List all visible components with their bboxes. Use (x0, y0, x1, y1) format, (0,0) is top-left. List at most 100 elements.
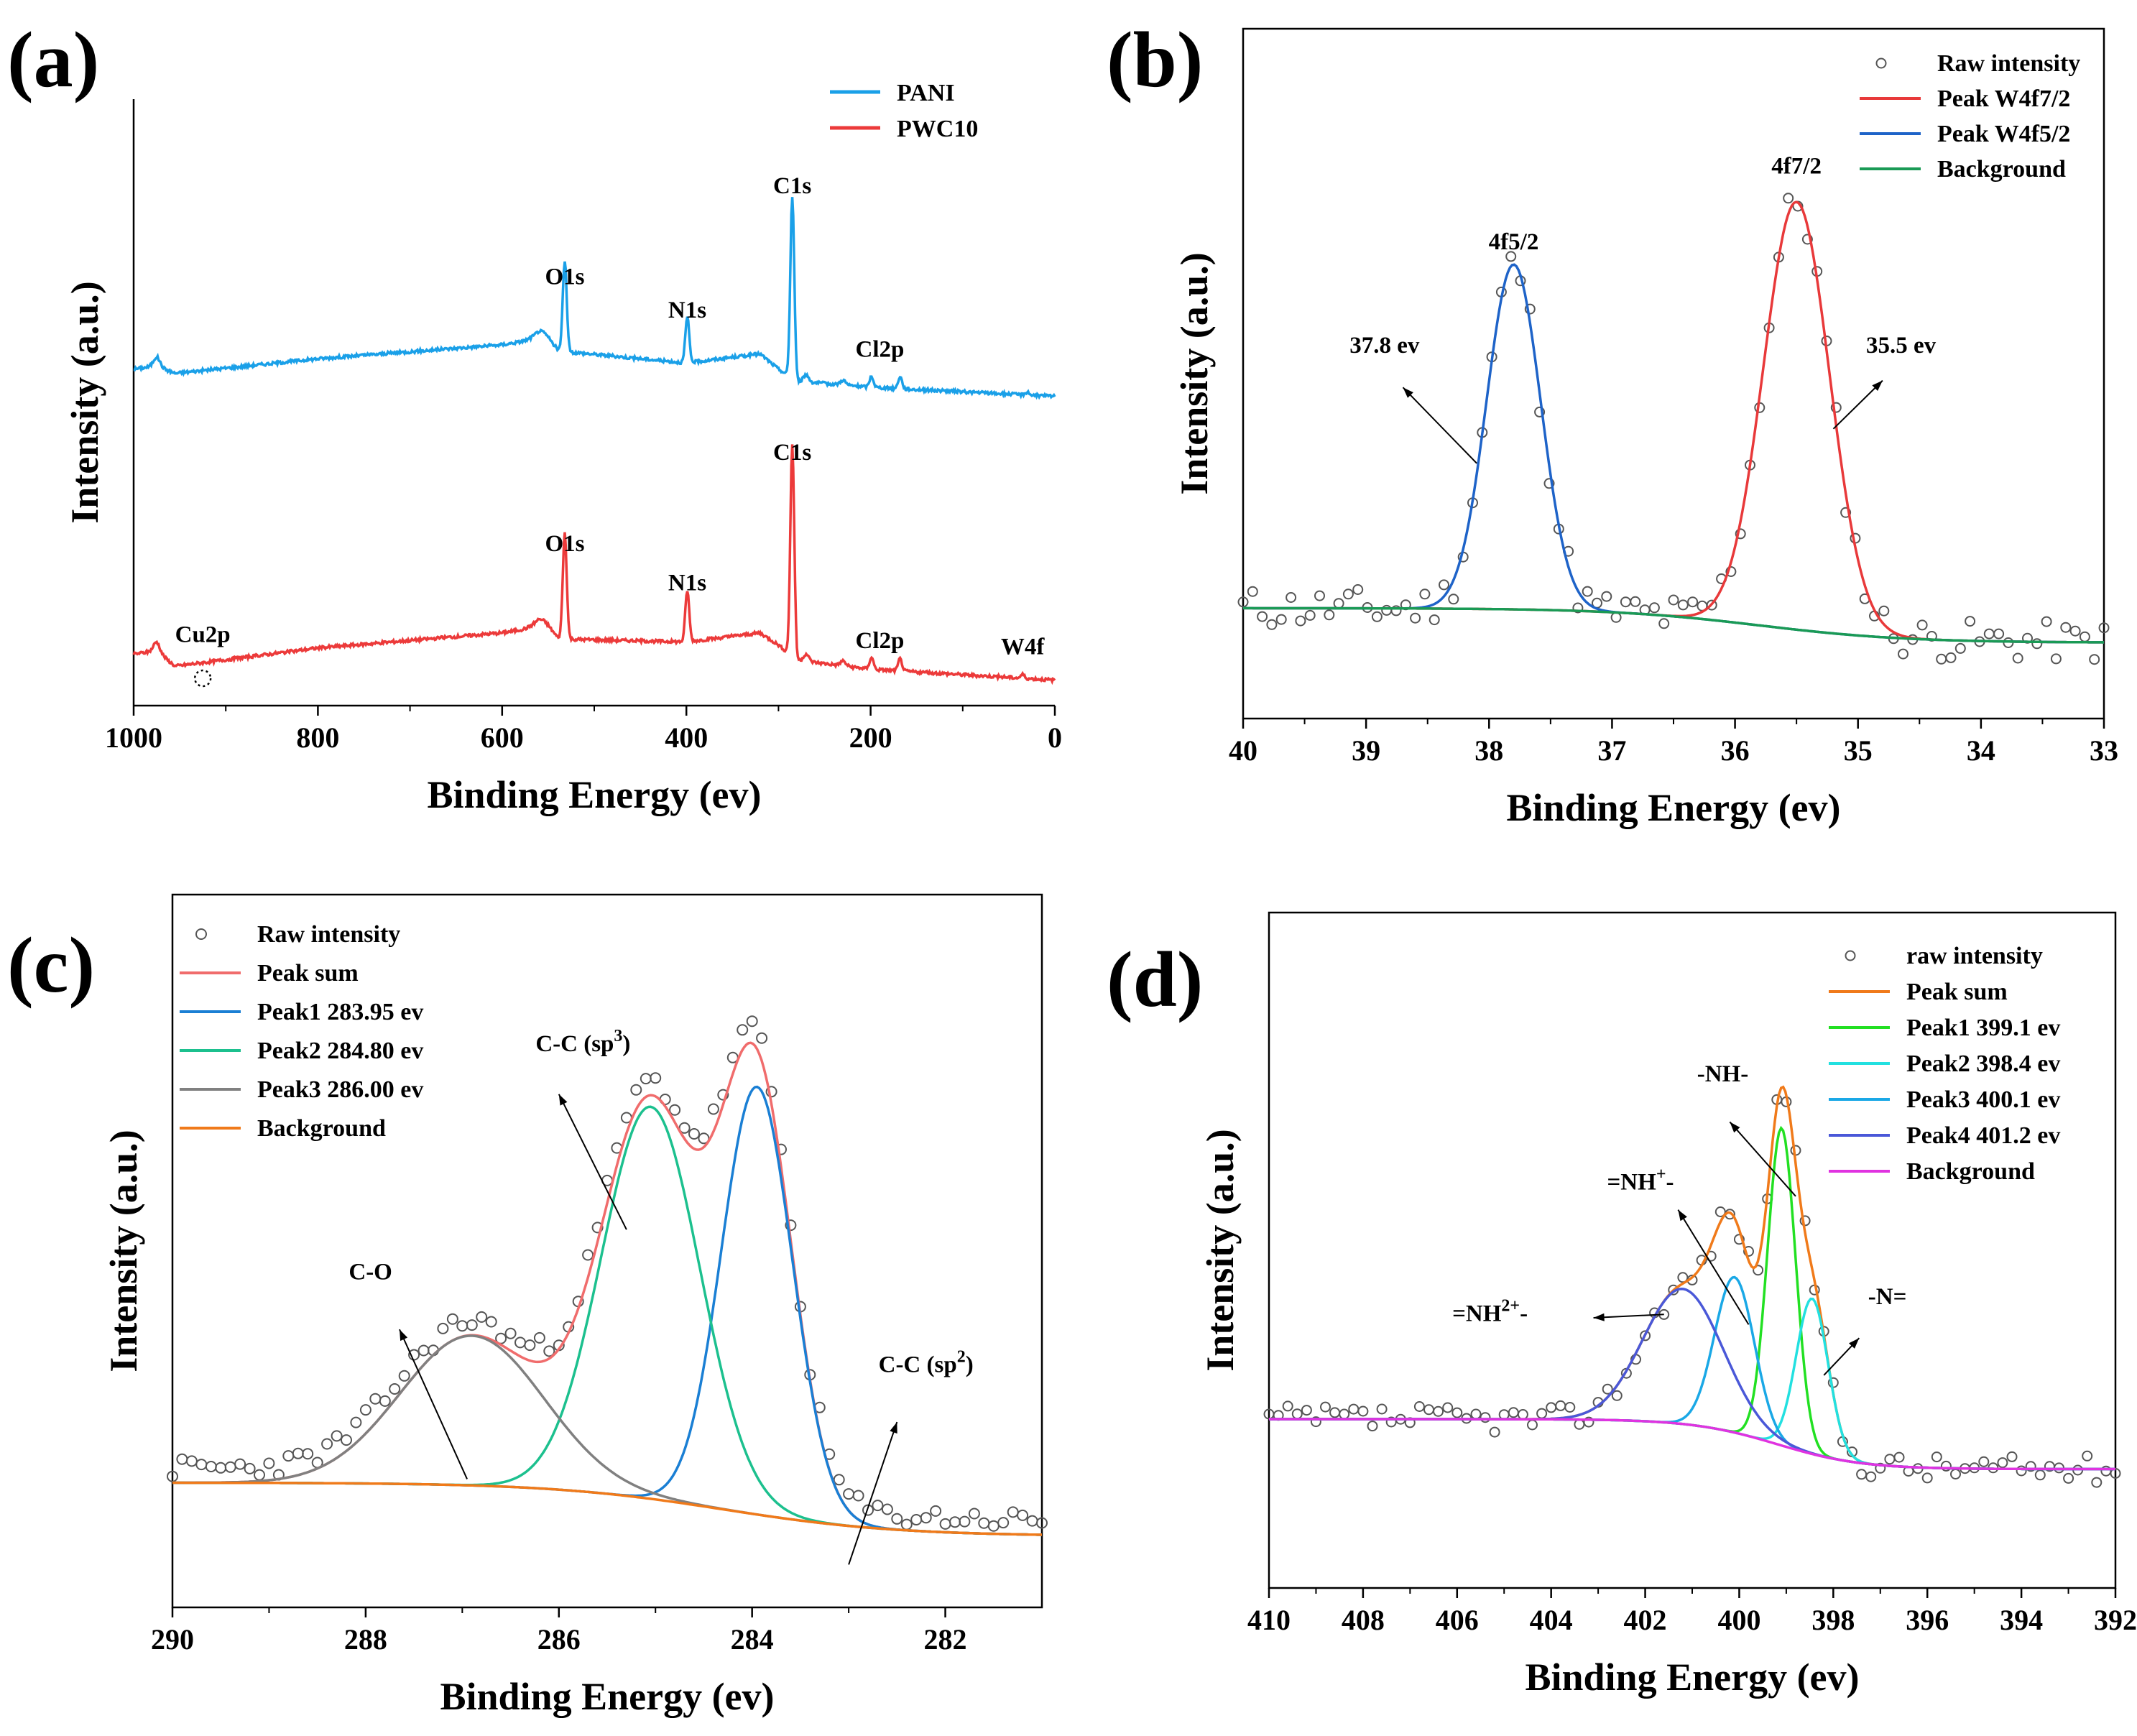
raw-point (746, 1015, 758, 1028)
raw-point (1480, 1412, 1491, 1423)
raw-point (1376, 1403, 1388, 1415)
raw-point (1385, 1416, 1397, 1428)
raw-point (1965, 616, 1976, 627)
annotation: 4f7/2 (1771, 154, 1822, 180)
legend-label: Peak3 286.00 ev (257, 1076, 423, 1103)
raw-point (678, 1122, 691, 1134)
raw-point (2082, 1450, 2093, 1462)
cu2p-marker (193, 669, 212, 688)
raw-point (1508, 1407, 1519, 1418)
peak-label: O1s (545, 531, 584, 557)
raw-point (1291, 1408, 1303, 1420)
raw-point (707, 1103, 719, 1115)
annotation-arrow-head (1403, 387, 1413, 398)
annotation: -N= (1868, 1284, 1907, 1310)
annotation-arrow-line (1402, 387, 1477, 464)
x-tick-label: 33 (2090, 734, 2118, 767)
raw-point (2041, 616, 2052, 627)
raw-point (1875, 1462, 1886, 1474)
peak-label: C1s (773, 440, 811, 466)
x-tick-label: 37 (1597, 734, 1626, 767)
raw-point (1247, 586, 1258, 597)
raw-point (1442, 1402, 1454, 1413)
x-tick-label: 400 (665, 721, 708, 754)
x-tick-label: 394 (2000, 1604, 2043, 1636)
legend-label: Peak1 399.1 ev (1906, 1015, 2060, 1041)
raw-point (341, 1434, 352, 1446)
raw-point (504, 1327, 517, 1339)
x-tick-label: 288 (344, 1623, 387, 1656)
raw-point (369, 1393, 382, 1405)
raw-point (234, 1458, 246, 1470)
raw-point (1295, 615, 1306, 627)
raw-point (688, 1128, 700, 1140)
series-line (1269, 1418, 2115, 1471)
raw-point (2006, 1451, 2018, 1462)
raw-point (1410, 612, 1421, 624)
x-tick-label: 286 (537, 1623, 581, 1656)
legend-swatch (1875, 57, 1887, 69)
raw-point (1978, 1456, 1990, 1467)
raw-point (1668, 594, 1679, 606)
raw-point (1282, 1400, 1293, 1412)
raw-point (1534, 406, 1546, 417)
raw-point (1555, 1400, 1566, 1411)
raw-point (862, 1504, 874, 1516)
raw-point (1921, 1472, 1933, 1484)
raw-point (1367, 1421, 1378, 1432)
raw-point (1997, 1457, 2008, 1469)
legend-label: Peak3 400.1 ev (1906, 1086, 2060, 1113)
raw-point (195, 1459, 208, 1471)
raw-point (891, 1513, 903, 1525)
raw-point (398, 1370, 410, 1382)
raw-point (215, 1462, 227, 1474)
raw-point (263, 1457, 275, 1469)
y-axis-title: Intensity (a.u.) (102, 1130, 145, 1372)
legend-label: Peak2 398.4 ev (1906, 1051, 2060, 1077)
x-tick-label: 400 (1717, 1604, 1760, 1636)
x-axis-title: Binding Energy (ev) (427, 773, 761, 816)
raw-point (1419, 588, 1431, 600)
peak-label: Cl2p (855, 337, 904, 363)
x-tick-label: 800 (296, 721, 339, 754)
raw-point (1348, 1403, 1360, 1415)
raw-point (1413, 1401, 1425, 1412)
peak-label: W4f (1001, 634, 1046, 660)
raw-point (1026, 1515, 1038, 1527)
raw-point (1830, 402, 1842, 413)
legend-label: Peak W4f5/2 (1937, 121, 2070, 147)
raw-point (292, 1447, 304, 1459)
annotation-arrow-head (890, 1422, 897, 1434)
raw-point (1257, 611, 1268, 622)
raw-point (1470, 1408, 1482, 1420)
x-tick-label: 600 (481, 721, 524, 754)
raw-point (987, 1520, 1000, 1532)
x-axis-title: Binding Energy (ev) (440, 1675, 774, 1718)
raw-point (717, 1089, 729, 1101)
x-tick-label: 398 (1811, 1604, 1855, 1636)
raw-point (1687, 596, 1699, 608)
raw-point (920, 1512, 932, 1524)
raw-point (1601, 591, 1612, 602)
raw-point (1352, 584, 1364, 595)
series-line (172, 1481, 1042, 1536)
x-tick-label: 392 (2094, 1604, 2137, 1636)
raw-point (185, 1455, 198, 1467)
raw-point (1993, 628, 2005, 640)
raw-point (978, 1517, 990, 1529)
raw-point (2031, 638, 2043, 650)
series-line (1243, 263, 2105, 644)
raw-point (1357, 1405, 1369, 1417)
x-tick-label: 34 (1967, 734, 1995, 767)
raw-point (1448, 594, 1459, 605)
raw-point (524, 1339, 536, 1352)
raw-point (446, 1313, 458, 1325)
raw-point (2089, 654, 2100, 665)
series-line (1269, 1275, 2115, 1471)
raw-point (2050, 653, 2062, 665)
raw-point (669, 1104, 681, 1116)
raw-point (939, 1518, 951, 1530)
raw-point (359, 1404, 371, 1416)
raw-point (2060, 622, 2072, 633)
raw-point (1304, 609, 1316, 621)
